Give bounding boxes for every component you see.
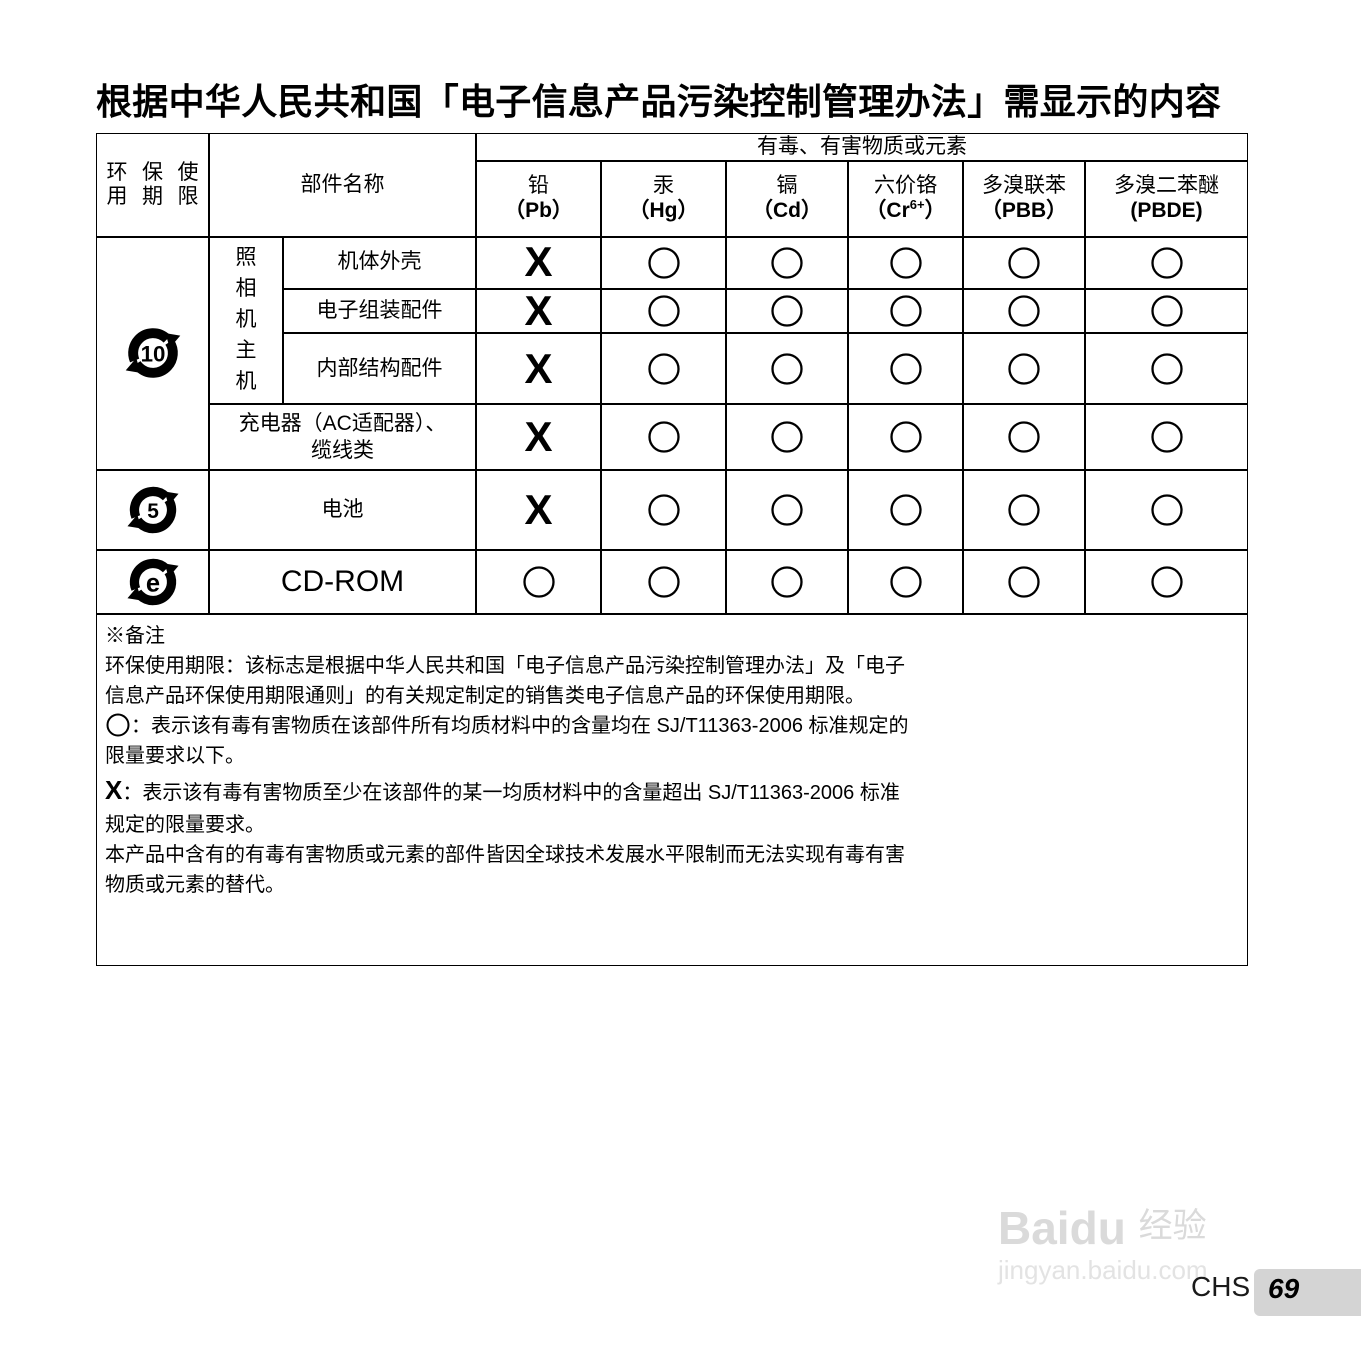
svg-text:10: 10 <box>140 342 165 367</box>
svg-text:5: 5 <box>147 500 159 523</box>
svg-text:e: e <box>145 569 159 597</box>
